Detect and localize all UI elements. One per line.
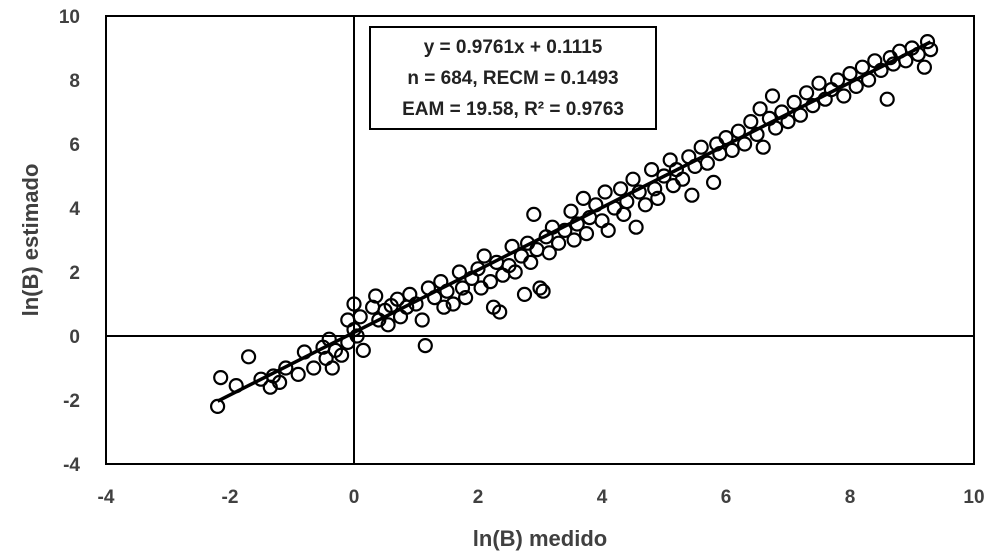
data-point [417, 338, 433, 354]
y-axis-label: ln(B) estimado [18, 164, 43, 317]
data-point [445, 296, 461, 312]
data-point [272, 374, 288, 390]
data-point [389, 291, 405, 307]
data-point [346, 296, 362, 312]
stats-box: y = 0.9761x + 0.1115 n = 684, RECM = 0.1… [369, 26, 657, 130]
data-point [575, 190, 592, 206]
data-point [290, 366, 306, 382]
data-point [324, 360, 340, 376]
data-point [380, 317, 396, 333]
data-point [526, 206, 542, 222]
trendline [216, 40, 932, 403]
data-point [836, 88, 852, 104]
x-tick-label: 10 [963, 487, 984, 508]
data-point [879, 91, 895, 107]
data-point [854, 59, 871, 75]
stats-line-eam-r2: EAM = 19.58, R² = 0.9763 [402, 99, 624, 120]
data-point [368, 288, 384, 304]
data-point [625, 171, 641, 187]
x-tick-label: 4 [597, 487, 608, 508]
x-tick-label: -2 [222, 487, 239, 508]
data-points [210, 33, 939, 414]
data-point [578, 226, 595, 242]
data-point [492, 304, 508, 320]
data-point [811, 75, 827, 91]
data-point [541, 245, 557, 261]
x-tick-label: 0 [349, 487, 360, 508]
data-point [829, 72, 846, 88]
data-point [612, 181, 629, 197]
y-tick-label: 2 [69, 263, 80, 284]
data-point [436, 299, 452, 315]
data-point [743, 113, 759, 130]
data-point [352, 309, 368, 325]
data-point [600, 222, 616, 238]
y-tick-label: -4 [63, 455, 80, 476]
data-point [355, 342, 371, 358]
data-point [919, 33, 936, 50]
data-point [693, 139, 709, 155]
y-tick-label: 0 [69, 327, 80, 348]
data-point [597, 184, 613, 200]
data-point [684, 187, 700, 203]
data-point [752, 101, 768, 117]
data-point [705, 174, 722, 190]
stats-line-equation: y = 0.9761x + 0.1115 [424, 37, 603, 58]
y-tick-label: 4 [69, 199, 80, 220]
data-point [334, 347, 350, 363]
data-point [699, 155, 716, 171]
data-point [535, 283, 551, 299]
x-tick-label: 6 [721, 487, 732, 508]
data-point [516, 286, 533, 302]
stats-line-n-recm: n = 684, RECM = 0.1493 [407, 68, 618, 89]
y-tick-label: 8 [69, 71, 80, 92]
y-tick-label: 6 [69, 135, 80, 156]
data-point [241, 349, 257, 365]
data-point [550, 235, 567, 251]
data-point [458, 290, 474, 306]
data-point [507, 264, 523, 280]
x-tick-label: -4 [98, 487, 115, 508]
stats-box-frame [369, 26, 657, 130]
data-point [563, 203, 579, 219]
data-point [532, 280, 548, 296]
data-point [213, 370, 229, 386]
data-point [798, 85, 815, 101]
data-point [566, 232, 582, 248]
data-point [650, 190, 666, 206]
data-point [755, 139, 771, 155]
data-point [643, 162, 660, 178]
data-point [842, 65, 858, 82]
y-tick-label: -2 [63, 391, 80, 412]
data-point [674, 171, 691, 187]
data-point [414, 312, 430, 328]
data-point [278, 360, 294, 376]
x-tick-label: 8 [845, 487, 856, 508]
data-point [656, 168, 672, 184]
data-point [470, 261, 486, 277]
data-point [523, 254, 539, 270]
data-point [306, 360, 322, 376]
x-tick-label: 2 [473, 487, 484, 508]
data-point [724, 142, 740, 158]
data-point [476, 248, 492, 264]
data-point [764, 88, 781, 104]
y-tick-label: 10 [59, 7, 80, 28]
data-point [454, 280, 471, 296]
x-axis-ticks: -4 -2 0 2 4 6 8 10 [98, 487, 985, 508]
y-axis-ticks: -4 -2 0 2 4 6 8 10 [59, 7, 81, 476]
data-point [628, 219, 644, 235]
data-point [916, 59, 933, 75]
data-point [637, 197, 654, 213]
data-point [482, 274, 498, 290]
x-axis-label: ln(B) medido [473, 526, 607, 551]
